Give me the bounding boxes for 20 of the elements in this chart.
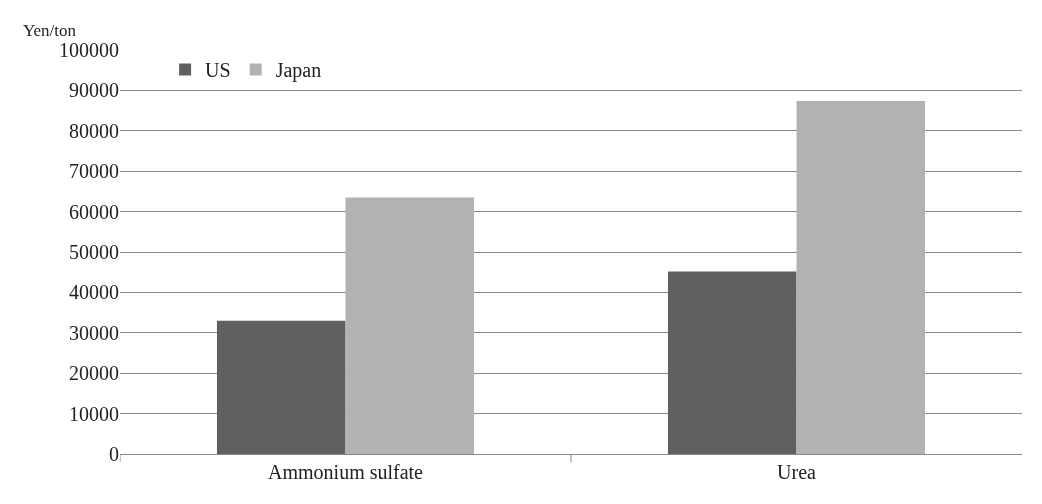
y-tick-label: 0 [109, 443, 119, 465]
bar [345, 197, 475, 454]
y-tick-label: 90000 [69, 79, 119, 102]
x-tick-label: Urea [777, 461, 817, 483]
bar [667, 271, 797, 454]
legend-label: US [205, 59, 231, 82]
x-tick-label: Ammonium sulfate [268, 461, 424, 483]
y-tick-label: 40000 [69, 281, 119, 304]
y-tick-label: 70000 [69, 160, 119, 183]
y-tick-label: 10000 [69, 402, 119, 425]
y-tick-label: 60000 [69, 200, 119, 223]
bar [796, 100, 926, 454]
y-tick-label: 100000 [59, 39, 119, 61]
y-axis-title: Yen/ton [23, 21, 77, 40]
y-tick-label: 30000 [69, 321, 119, 344]
y-tick-label: 80000 [69, 119, 119, 142]
y-tick-label: 20000 [69, 362, 119, 385]
bar [216, 320, 346, 454]
legend-label: Japan [275, 59, 322, 83]
y-tick-label: 50000 [69, 241, 119, 263]
